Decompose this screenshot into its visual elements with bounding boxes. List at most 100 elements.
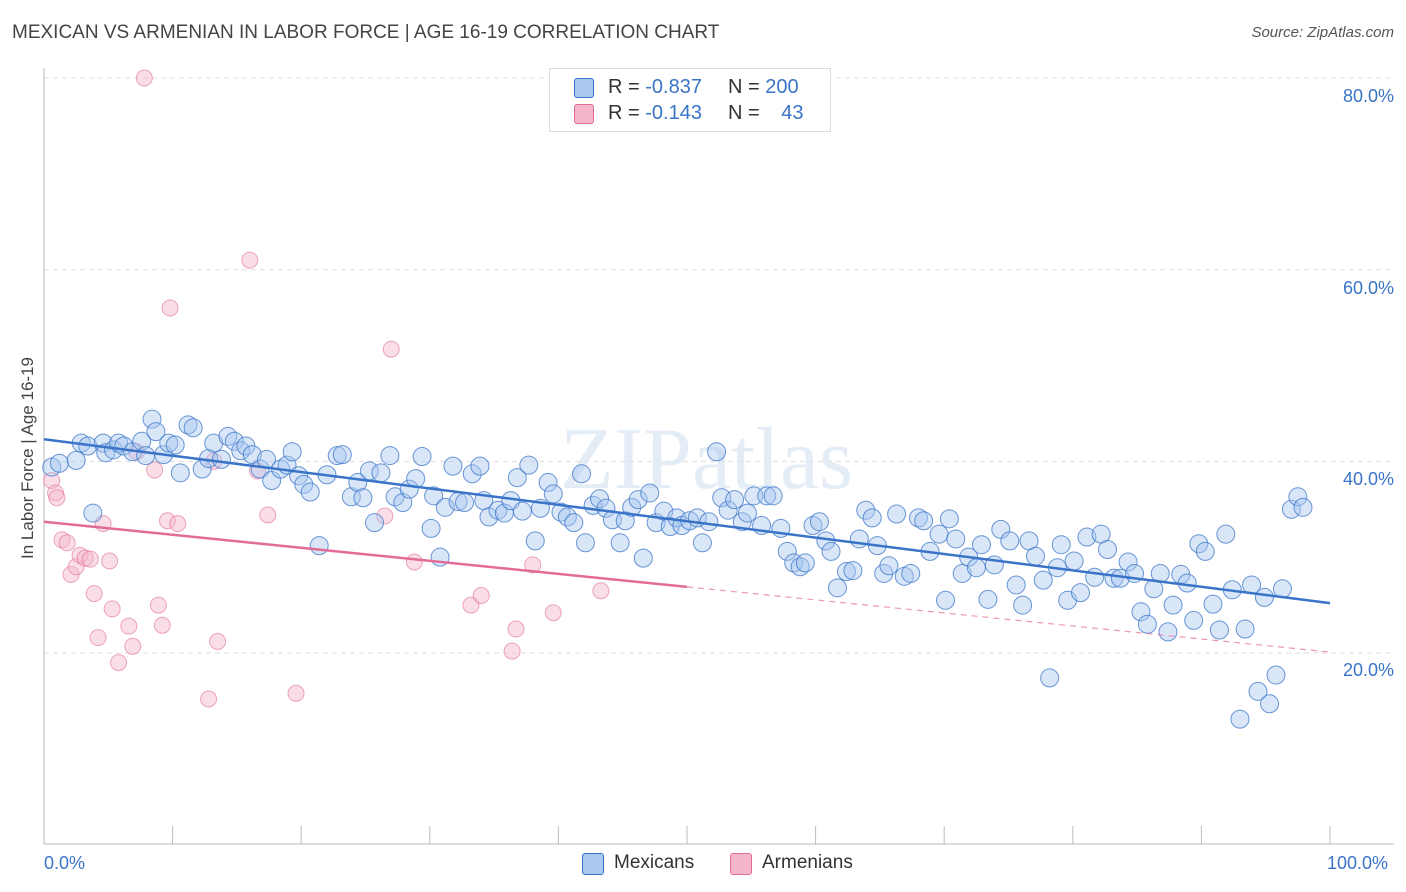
- mexicans-point: [1230, 709, 1250, 729]
- armenians-point: [405, 553, 423, 571]
- mexicans-point: [952, 563, 972, 583]
- mexicans-point: [462, 464, 482, 484]
- legend-r: R = -0.837: [608, 76, 702, 98]
- mexicans-point: [795, 553, 815, 573]
- armenians-point: [58, 534, 76, 552]
- mexicans-point: [1051, 535, 1071, 555]
- mexicans-point: [371, 463, 391, 483]
- armenians-point: [158, 512, 176, 530]
- mexicans-point: [887, 504, 907, 524]
- armenians-points: [43, 69, 610, 708]
- mexicans-points: [42, 409, 1313, 729]
- mexicans-point: [146, 422, 166, 442]
- mexicans-point: [692, 533, 712, 553]
- mexicans-point: [1040, 668, 1060, 688]
- y-tick-label-20: 20.0%: [1342, 660, 1394, 680]
- chart-title: MEXICAN VS ARMENIAN IN LABOR FORCE | AGE…: [12, 22, 720, 43]
- armenians-point: [85, 585, 103, 603]
- armenians-point: [161, 299, 179, 317]
- mexicans-point: [1006, 575, 1026, 595]
- mexicans-point: [622, 497, 642, 517]
- mexicans-point: [165, 435, 185, 455]
- mexicans-point: [519, 455, 539, 475]
- mexicans-point: [309, 536, 329, 556]
- mexicans-point: [512, 501, 532, 521]
- mexicans-point: [142, 409, 162, 429]
- mexicans-point: [470, 456, 490, 476]
- mexicans-point: [1118, 552, 1138, 572]
- mexicans-point: [424, 486, 444, 506]
- armenians-point: [53, 531, 71, 549]
- mexicans-point: [1235, 619, 1255, 639]
- mexicans-point: [1033, 570, 1053, 590]
- mexicans-point: [327, 446, 347, 466]
- mexicans-point: [136, 446, 156, 466]
- armenians-point: [146, 461, 164, 479]
- mexicans-point: [610, 533, 630, 553]
- mexicans-point: [1184, 610, 1204, 630]
- y-tick-label-80: 80.0%: [1342, 86, 1394, 106]
- legend-swatch-mexicans: [574, 78, 594, 98]
- mexicans-point: [543, 484, 563, 504]
- mexicans-point: [1203, 594, 1223, 614]
- mexicans-point: [640, 483, 660, 503]
- y-tick-label-40: 40.0%: [1342, 469, 1394, 489]
- mexicans-point: [1209, 620, 1229, 640]
- mexicans-point: [914, 511, 934, 531]
- mexicans-point: [978, 589, 998, 609]
- mexicans-point: [1000, 531, 1020, 551]
- mexicans-point: [1013, 595, 1033, 615]
- mexicans-point: [777, 541, 797, 561]
- mexicans-point: [83, 503, 103, 523]
- legend-r: R = -0.143: [608, 102, 702, 124]
- mexicans-point: [1163, 595, 1183, 615]
- mexicans-point: [1260, 694, 1280, 714]
- legend-swatch-armenians: [574, 104, 594, 124]
- armenians-point: [103, 600, 121, 618]
- mexicans-point: [843, 561, 863, 581]
- mexicans-point: [1281, 499, 1301, 519]
- mexicans-point: [575, 533, 595, 553]
- mexicans-point: [1266, 665, 1286, 685]
- mexicans-trend-line: [43, 438, 1331, 605]
- mexicans-point: [929, 524, 949, 544]
- mexicans-point: [1158, 622, 1178, 642]
- mexicans-point: [1195, 541, 1215, 561]
- legend: R = -0.837 N = 200 R = -0.143 N = 43: [549, 68, 831, 132]
- mexicans-point: [1064, 551, 1084, 571]
- armenians-point: [120, 617, 138, 635]
- mexicans-point: [1248, 681, 1268, 701]
- armenians-point: [81, 550, 99, 568]
- mexicans-point: [365, 513, 385, 533]
- mexicans-point: [935, 590, 955, 610]
- armenians-point: [101, 552, 119, 570]
- mexicans-point: [939, 509, 959, 529]
- mexicans-point: [908, 508, 928, 528]
- mexicans-point: [633, 548, 653, 568]
- mexicans-point: [699, 512, 719, 532]
- armenians-point: [71, 546, 89, 564]
- mexicans-point: [66, 450, 86, 470]
- mexicans-point: [725, 490, 745, 510]
- mexicans-point: [1293, 497, 1313, 517]
- mexicans-point: [564, 513, 584, 533]
- mexicans-point: [294, 474, 314, 494]
- mexicans-point: [628, 490, 648, 510]
- mexicans-point: [300, 482, 320, 502]
- mexicans-point: [525, 531, 545, 551]
- mexicans-point: [757, 486, 777, 506]
- y-axis-label: In Labor Force | Age 16-19: [18, 357, 37, 559]
- bottom-legend-swatch-armenians: [730, 853, 752, 875]
- armenians-point: [592, 582, 610, 600]
- mexicans-point: [1137, 614, 1157, 634]
- mexicans-point: [946, 529, 966, 549]
- mexicans-point: [1288, 487, 1308, 507]
- armenians-point: [287, 684, 305, 702]
- mexicans-point: [332, 445, 352, 465]
- chart-source: Source: ZipAtlas.com: [1251, 24, 1394, 41]
- mexicans-point: [380, 446, 400, 466]
- mexicans-point: [849, 529, 869, 549]
- armenians-trend-line-extrapolated: [686, 586, 1331, 653]
- mexicans-point: [455, 493, 475, 513]
